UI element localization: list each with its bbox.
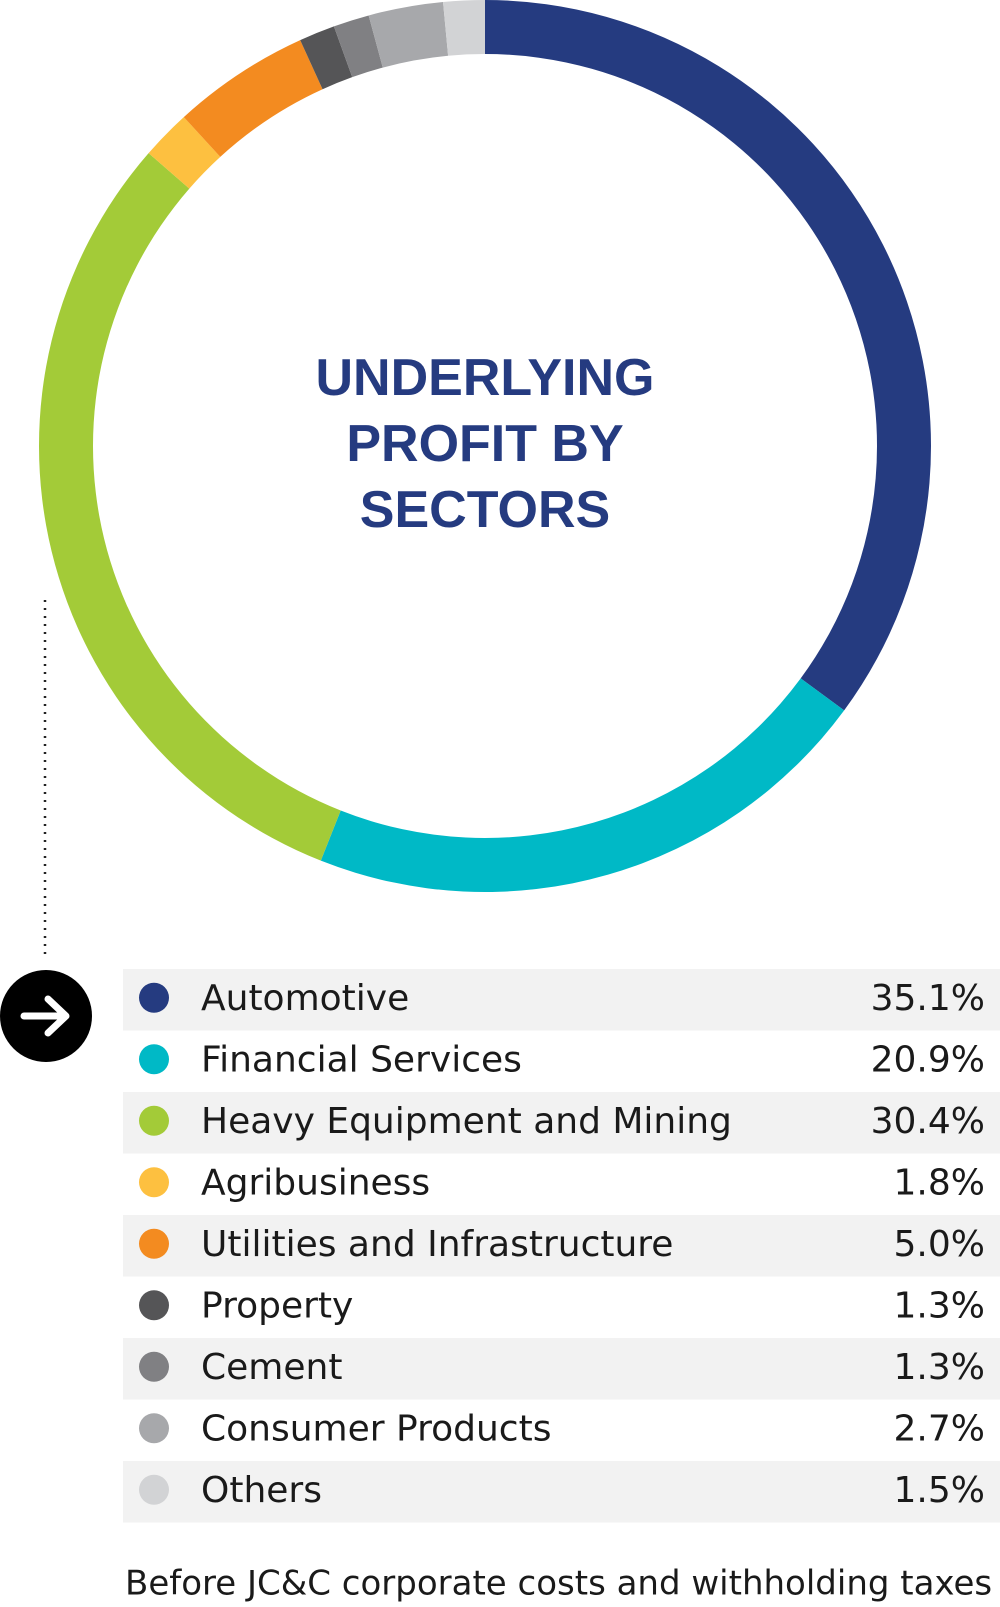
legend-marker <box>139 1228 169 1259</box>
donut-segment <box>320 678 845 892</box>
legend-label: Financial Services <box>201 1039 522 1080</box>
donut-segment <box>333 15 383 78</box>
legend-marker <box>139 1105 169 1136</box>
value-label: 1.3% <box>894 1347 985 1388</box>
legend-label: Others <box>201 1470 322 1511</box>
donut-segment <box>368 1 449 68</box>
donut-segment <box>38 153 341 861</box>
value-label: 20.9% <box>871 1039 985 1080</box>
chart-title: UNDERLYING PROFIT BY SECTORS <box>315 349 655 539</box>
legend-marker <box>139 1474 169 1505</box>
donut-segment <box>443 0 485 56</box>
legend-label: Utilities and Infrastructure <box>201 1224 673 1265</box>
value-label: 1.3% <box>894 1285 985 1326</box>
legend-row-bg <box>123 969 1000 1031</box>
donut-segment <box>485 0 931 711</box>
value-label: 2.7% <box>894 1408 985 1449</box>
legend-label: Agribusiness <box>201 1162 430 1203</box>
legend-row-bg <box>123 1092 1000 1154</box>
legend-row-bg <box>123 1338 1000 1400</box>
legend-row-bg <box>123 1215 1000 1277</box>
legend-label: Property <box>201 1285 353 1326</box>
legend-label: Automotive <box>201 978 409 1019</box>
value-label: 1.5% <box>894 1470 985 1511</box>
legend-marker <box>139 1413 169 1444</box>
legend-marker <box>139 1351 169 1382</box>
value-label: 35.1% <box>871 978 985 1019</box>
value-label: 1.8% <box>894 1162 985 1203</box>
legend-row-bg <box>123 1461 1000 1523</box>
legend-marker <box>139 982 169 1013</box>
legend-label: Heavy Equipment and Mining <box>201 1101 732 1142</box>
legend-label: Consumer Products <box>201 1408 551 1449</box>
value-label: 30.4% <box>871 1101 985 1142</box>
donut-segment <box>300 26 353 90</box>
donut-segment <box>183 40 323 157</box>
legend-marker <box>139 1290 169 1321</box>
legend-label: Cement <box>201 1347 342 1388</box>
arrow-icon <box>20 995 70 1037</box>
donut-segment <box>148 117 221 189</box>
value-label: 5.0% <box>894 1224 985 1265</box>
footnote: Before JC&C corporate costs and withhold… <box>125 1564 992 1604</box>
legend-marker <box>139 1167 169 1198</box>
legend-marker <box>139 1044 169 1075</box>
